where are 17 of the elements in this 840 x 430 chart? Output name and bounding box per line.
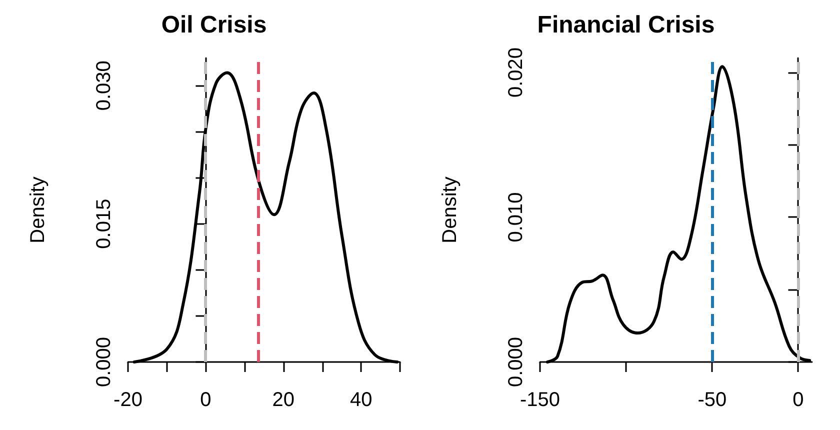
y-tick-label: 0.015: [93, 198, 115, 249]
x-tick-label: 40: [350, 389, 372, 411]
x-tick-label: -50: [698, 389, 727, 411]
x-tick-label: 0: [200, 389, 212, 411]
y-axis-title: Density: [439, 176, 461, 244]
chart-title: Financial Crisis: [537, 12, 715, 38]
y-tick-label: 0.000: [505, 336, 527, 388]
x-tick-label: -150: [520, 389, 560, 411]
x-tick-label: 0: [792, 389, 804, 411]
x-tick-label: -20: [114, 389, 142, 411]
y-tick-label: 0.000: [93, 336, 115, 388]
y-tick-label: 0.030: [93, 60, 115, 111]
y-tick-label: 0.010: [505, 192, 527, 242]
y-tick-label: 0.020: [505, 47, 527, 98]
chart-title: Oil Crisis: [161, 12, 267, 38]
x-tick-label: 20: [272, 389, 295, 411]
y-axis-title: Density: [27, 176, 49, 244]
